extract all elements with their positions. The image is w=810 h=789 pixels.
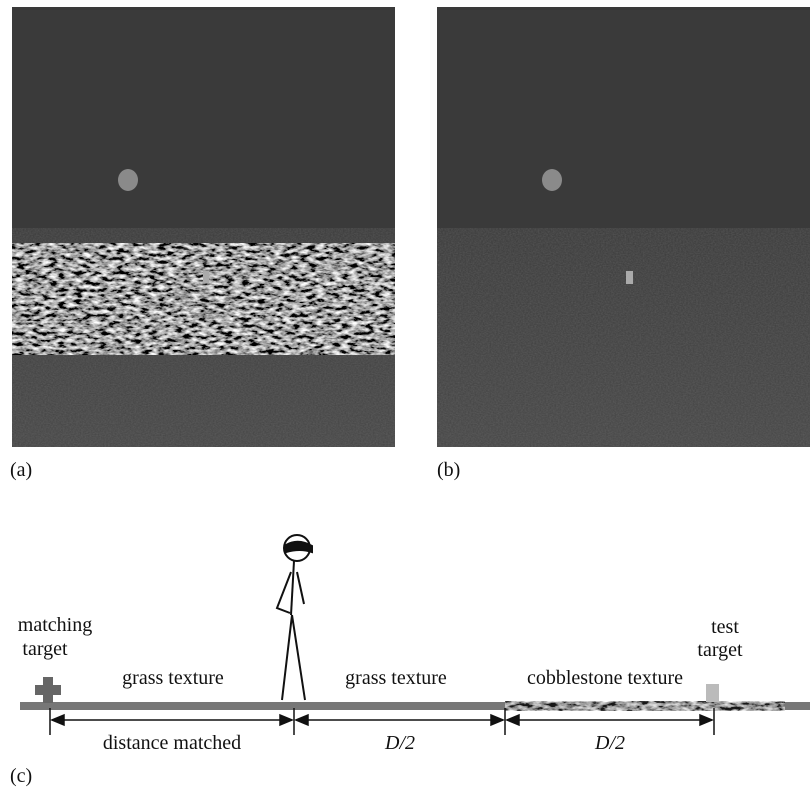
- panel-label: (b): [437, 459, 460, 481]
- body: [290, 560, 295, 616]
- test-target: [626, 271, 633, 284]
- panel-a: [12, 7, 395, 447]
- grass: [437, 228, 810, 447]
- panel-label: (a): [10, 459, 32, 481]
- distance-label: D/2: [594, 732, 625, 754]
- ground-bar: [20, 702, 810, 710]
- test-target: [203, 271, 209, 283]
- label: target: [697, 639, 743, 661]
- matching-cross: [35, 677, 61, 703]
- panel-b: [437, 7, 810, 447]
- ticks: [49, 708, 715, 735]
- distance-label: D/2: [384, 732, 415, 754]
- observer: [275, 534, 313, 701]
- legs: [281, 614, 306, 701]
- arm: [275, 571, 292, 614]
- texture-label: grass texture: [345, 667, 447, 689]
- cobblestone-strip: [505, 701, 785, 711]
- label: target: [22, 638, 68, 660]
- matching-target: [542, 169, 562, 191]
- arrows: [50, 713, 714, 727]
- panel-label: (c): [10, 765, 32, 787]
- matching-target: [118, 169, 138, 191]
- arrowheads: [294, 713, 505, 727]
- cobblestone: [12, 243, 395, 355]
- label: test: [711, 616, 739, 638]
- arrowheads: [505, 713, 714, 727]
- arrowheads: [50, 713, 294, 727]
- diagram: matching target test target grass textur…: [18, 534, 810, 754]
- distance-label: distance matched: [103, 732, 241, 754]
- texture-label: cobblestone texture: [527, 667, 683, 689]
- label: matching: [18, 614, 92, 636]
- arm: [296, 571, 305, 605]
- headset: [285, 540, 313, 554]
- test-square: [706, 684, 719, 702]
- texture-label: grass texture: [122, 667, 224, 689]
